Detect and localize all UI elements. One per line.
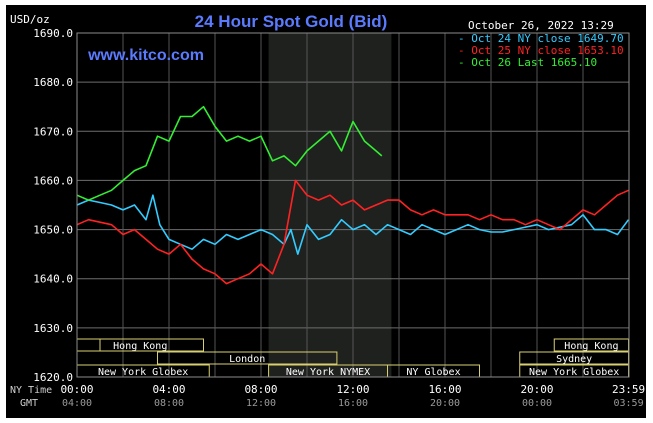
x-tick-label-gmt: 04:00 [62,398,92,409]
session-label: New York NYMEX [286,367,370,378]
x-tick-label-ny: 00:00 [60,383,93,396]
legend-entry: - Oct 26 Last 1665.10 [458,56,597,69]
grid [76,32,630,378]
legend-entry: - Oct 24 NY close 1649.70 [458,32,624,45]
series-line-1 [76,179,629,285]
x-tick-label-ny: 16:00 [428,383,461,396]
gmt-row-label: GMT [20,398,38,409]
chart-frame: Hong Kong London New York Globex New York N… [6,5,646,418]
x-tick-label-gmt: 20:00 [430,398,460,409]
y-tick-labels: 1690.0 1680.0 1670.0 1660.0 1650.0 1640.0 1630… [33,27,73,384]
series-lines [76,105,630,285]
x-tick-label-gmt: 03:59 [613,398,643,409]
session-label: Sydney [556,354,592,365]
series-line-2 [76,105,383,201]
y-tick-label: 1650.0 [33,224,73,237]
y-tick-label: 1660.0 [33,174,73,187]
x-tick-label-gmt: 12:00 [246,398,276,409]
x-tick-label-gmt: 08:00 [154,398,184,409]
session-label: New York Globex [529,367,619,378]
y-tick-label: 1630.0 [33,322,73,335]
watermark: www.kitco.com [87,47,204,64]
x-tick-label-gmt: 16:00 [338,398,368,409]
x-tick-label-ny: 08:00 [244,383,277,396]
timestamp: October 26, 2022 13:29 [468,19,614,32]
ny-time-row-label: NY Time [10,385,52,396]
x-tick-label-ny: 23:59 [612,383,645,396]
legend-entry: - Oct 25 NY close 1653.10 [458,44,624,57]
session-label: London [229,354,265,365]
legend: - Oct 24 NY close 1649.70- Oct 25 NY clo… [458,32,624,69]
chart-title: 24 Hour Spot Gold (Bid) [195,12,388,31]
session-bar [76,338,101,352]
x-tick-label-ny: 20:00 [520,383,553,396]
y-axis-label: USD/oz [10,13,50,26]
session-label: New York Globex [98,367,188,378]
session-bar [157,351,338,365]
session-label: NY Globex [406,367,460,378]
x-tick-label-gmt: 00:00 [522,398,552,409]
y-tick-label: 1620.0 [33,371,73,384]
x-tick-label-ny: 04:00 [152,383,185,396]
nymex-shade [268,33,392,377]
y-tick-label: 1640.0 [33,273,73,286]
series-line-0 [76,194,630,255]
y-tick-label: 1690.0 [33,27,73,40]
y-tick-label: 1670.0 [33,125,73,138]
y-tick-label: 1680.0 [33,76,73,89]
session-label: Hong Kong [564,341,618,352]
plot-border [76,32,630,378]
session-label: Hong Kong [113,341,167,352]
x-tick-labels: 00:00 04:00 08:00 12:00 16:00 20:00 23:59 04:00… [60,383,645,409]
gold-chart: Hong Kong London New York Globex New York N… [10,12,645,409]
x-tick-label-ny: 12:00 [336,383,369,396]
